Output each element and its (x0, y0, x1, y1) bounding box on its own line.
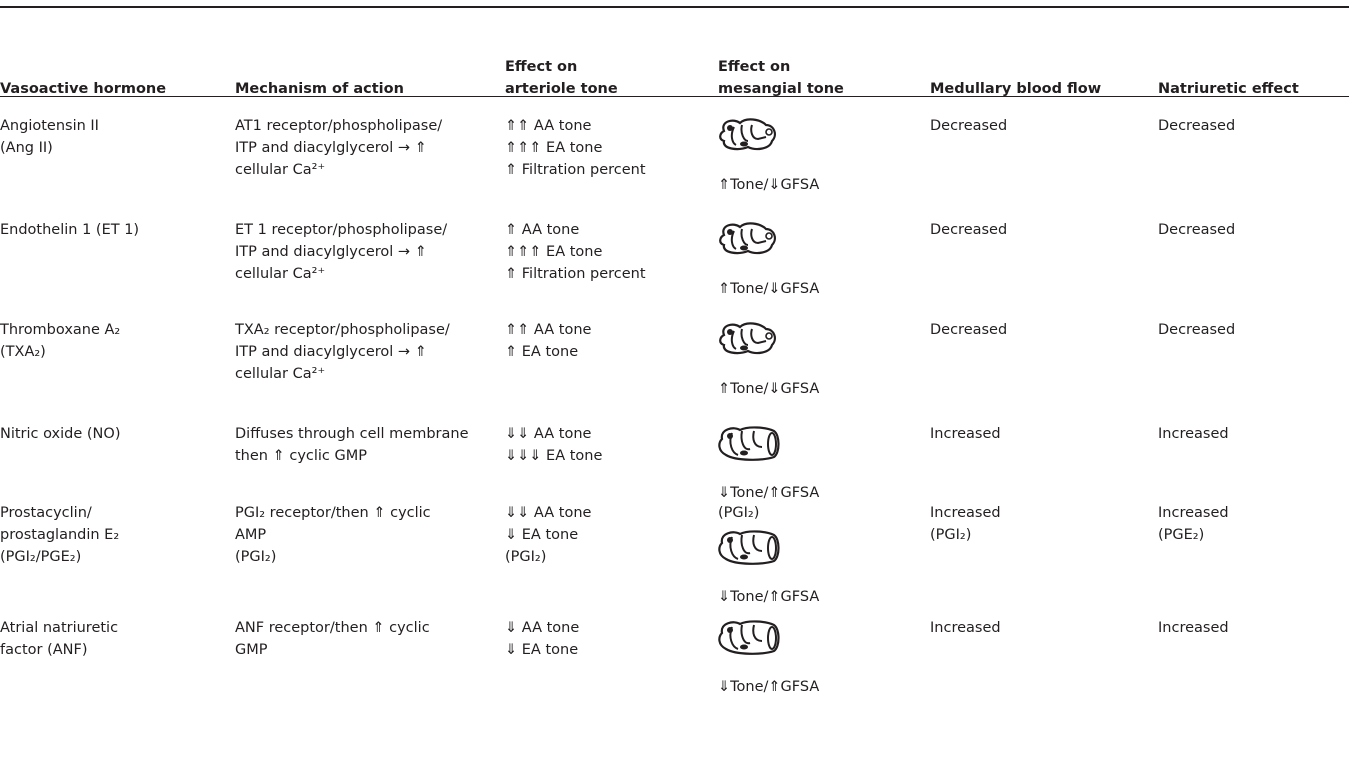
cell-text: Decreased (1158, 118, 1236, 134)
cell-text: ⇑ AA tone (505, 222, 580, 238)
cell-text: Atrial natriuretic (0, 620, 119, 636)
cell-text: ⇑ EA tone (505, 344, 579, 360)
header-text: Mechanism of action (235, 81, 404, 97)
cell-text: Decreased (930, 118, 1008, 134)
cell-text: prostaglandin E₂ (0, 527, 120, 543)
cell-text: ⇓⇓ AA tone (505, 505, 592, 521)
cell-text: Prostacyclin/ (0, 505, 92, 521)
mesangial-cell-icon (719, 222, 776, 255)
cell-text: ⇑⇑ AA tone (505, 322, 592, 338)
cell-text: AMP (235, 527, 267, 543)
header-text: Vasoactive hormone (0, 81, 167, 97)
cell-text: (TXA₂) (0, 344, 46, 360)
cell-text: Decreased (1158, 322, 1236, 338)
cell-text: Increased (1158, 505, 1229, 521)
cell-text: ⇓ AA tone (505, 620, 580, 636)
cell-text: cellular Ca²⁺ (235, 266, 326, 282)
top-rule (0, 6, 1349, 8)
cell-text: (PGI₂) (505, 549, 547, 565)
cell-text: (PGI₂) (718, 505, 760, 521)
cell-text: ⇓Tone/⇑GFSA (718, 589, 820, 605)
cell-text: Angiotensin II (0, 118, 99, 134)
cell-text: GMP (235, 642, 268, 658)
cell-text: ⇑⇑⇑ EA tone (505, 140, 603, 156)
mesangial-cell-icon (719, 322, 776, 355)
cell-text: Increased (930, 426, 1001, 442)
header-text: mesangial tone (718, 81, 844, 97)
cell-text: (PGI₂) (235, 549, 277, 565)
cell-text: Increased (1158, 426, 1229, 442)
cell-text: Nitric oxide (NO) (0, 426, 121, 442)
cell-text: Decreased (930, 322, 1008, 338)
cell-text: ET 1 receptor/phospholipase/ (235, 222, 448, 238)
header-text: Medullary blood flow (930, 81, 1102, 97)
cell-text: Diffuses through cell membrane (235, 426, 469, 442)
cell-text: ⇓ EA tone (505, 642, 579, 658)
cell-text: then ⇑ cyclic GMP (235, 448, 368, 464)
mesangial-cell-shape (718, 620, 780, 655)
cell-text: cellular Ca²⁺ (235, 366, 326, 382)
cell-text: ⇑Tone/⇓GFSA (718, 177, 820, 193)
cell-text: ⇓Tone/⇑GFSA (718, 679, 820, 695)
mesangial-cell-icon (718, 620, 780, 655)
cell-text: ⇑⇑⇑ EA tone (505, 244, 603, 260)
mesangial-cell-icon (718, 426, 780, 461)
cell-text: ⇓ EA tone (505, 527, 579, 543)
mesangial-cell-shape (719, 222, 776, 255)
mesangial-cell-shape (719, 322, 776, 355)
cell-text: Decreased (1158, 222, 1236, 238)
cell-text: ⇑Tone/⇓GFSA (718, 281, 820, 297)
header-rule (0, 96, 1349, 97)
cell-text: AT1 receptor/phospholipase/ (235, 118, 443, 134)
mesangial-cell-icon (718, 530, 780, 565)
cell-text: ITP and diacylglycerol → ⇑ (235, 344, 427, 360)
header-text: Effect on (505, 59, 578, 75)
cell-text: Thromboxane A₂ (0, 322, 121, 338)
cell-text: Decreased (930, 222, 1008, 238)
cell-text: ITP and diacylglycerol → ⇑ (235, 244, 427, 260)
cell-text: (PGI₂/PGE₂) (0, 549, 82, 565)
cell-text: ⇑ Filtration percent (505, 162, 646, 178)
header-text: arteriole tone (505, 81, 618, 97)
cell-text: ⇑Tone/⇓GFSA (718, 381, 820, 397)
cell-text: Increased (930, 620, 1001, 636)
cell-text: ⇑⇑ AA tone (505, 118, 592, 134)
cell-text: (PGE₂) (1158, 527, 1205, 543)
cell-text: ANF receptor/then ⇑ cyclic (235, 620, 430, 636)
cell-text: TXA₂ receptor/phospholipase/ (235, 322, 450, 338)
cell-text: Endothelin 1 (ET 1) (0, 222, 140, 238)
cell-text: (PGI₂) (930, 527, 972, 543)
cell-text: factor (ANF) (0, 642, 88, 658)
cell-text: ⇓⇓ AA tone (505, 426, 592, 442)
mesangial-cell-shape (719, 118, 776, 151)
cell-text: cellular Ca²⁺ (235, 162, 326, 178)
mesangial-cell-shape (718, 530, 780, 565)
cell-text: Increased (1158, 620, 1229, 636)
cell-text: ⇓Tone/⇑GFSA (718, 485, 820, 501)
mesangial-cell-shape (718, 426, 780, 461)
cell-text: ⇑ Filtration percent (505, 266, 646, 282)
mesangial-cell-icon (719, 118, 776, 151)
cell-text: ⇓⇓⇓ EA tone (505, 448, 603, 464)
cell-text: (Ang II) (0, 140, 53, 156)
cell-text: Increased (930, 505, 1001, 521)
header-text: Effect on (718, 59, 791, 75)
header-text: Natriuretic effect (1158, 81, 1299, 97)
cell-text: ITP and diacylglycerol → ⇑ (235, 140, 427, 156)
cell-text: PGI₂ receptor/then ⇑ cyclic (235, 505, 431, 521)
